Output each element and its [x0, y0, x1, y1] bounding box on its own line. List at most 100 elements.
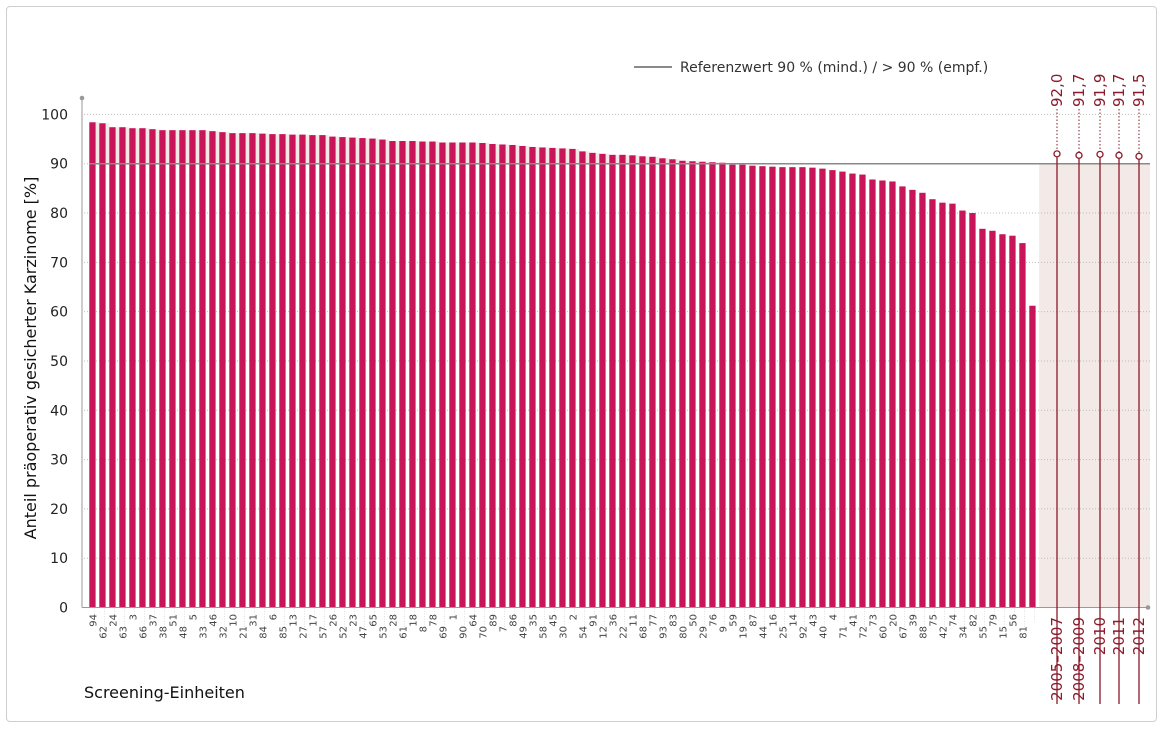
bar [659, 158, 666, 608]
x-tick-label: 79 [988, 614, 999, 627]
y-tick-label: 60 [50, 305, 68, 321]
year-tick-label: 2005–2007 [1048, 617, 1066, 701]
reference-band-layer [89, 122, 1150, 608]
bar [109, 127, 116, 608]
x-tick-label: 91 [588, 614, 599, 627]
x-tick-label: 45 [548, 614, 559, 627]
x-tick-label: 78 [428, 614, 439, 627]
year-value-label: 91,9 [1091, 74, 1109, 107]
x-tick-label: 19 [738, 626, 749, 639]
x-tick-label: 17 [308, 614, 319, 627]
x-tick-label: 67 [898, 626, 909, 639]
x-tick-label: 70 [478, 626, 489, 639]
year-point [1115, 151, 1123, 159]
x-tick-label: 73 [868, 614, 879, 627]
bar [949, 203, 956, 608]
y-tick-label: 20 [50, 502, 68, 518]
bar [869, 179, 876, 608]
bar [599, 153, 606, 608]
bar [239, 133, 246, 608]
x-tick-label: 40 [818, 626, 829, 639]
bar [979, 228, 986, 608]
bar [479, 142, 486, 608]
bar [419, 141, 426, 608]
x-tick-label: 65 [368, 614, 379, 627]
y-tick-label: 50 [50, 354, 68, 370]
bar [249, 133, 256, 608]
bar [789, 167, 796, 608]
x-tick-label: 82 [968, 614, 979, 627]
x-tick-label: 84 [258, 626, 269, 639]
bar-layer [89, 122, 1036, 608]
x-tick-label: 16 [768, 614, 779, 627]
bar [159, 130, 166, 608]
x-tick-label: 49 [518, 626, 529, 639]
bar [99, 123, 106, 608]
bar [609, 154, 616, 608]
bar [369, 138, 376, 608]
x-tick-label: 80 [678, 626, 689, 639]
year-value-label: 91,7 [1070, 74, 1088, 107]
bar [819, 168, 826, 608]
year-value-label: 92,0 [1048, 74, 1066, 107]
x-tick-label: 83 [668, 614, 679, 627]
bar [119, 127, 126, 608]
bar [129, 128, 136, 608]
bar [399, 141, 406, 608]
bar [259, 133, 266, 608]
x-tick-label: 20 [888, 614, 899, 627]
bar [749, 165, 756, 608]
x-tick-label: 7 [498, 626, 509, 632]
year-value-label: 91,5 [1130, 74, 1148, 107]
y-axis-end-dot [79, 95, 85, 101]
x-tick-label: 60 [878, 626, 889, 639]
x-tick-label: 27 [298, 626, 309, 639]
x-tick-label: 30 [558, 626, 569, 639]
x-tick-label: 28 [388, 614, 399, 627]
bar [269, 134, 276, 608]
bar [569, 148, 576, 608]
x-tick-label: 2 [568, 614, 579, 620]
x-tick-label: 5 [188, 614, 199, 620]
bar [229, 133, 236, 608]
x-axis-end-dot [1145, 605, 1151, 610]
y-tick-label: 40 [50, 403, 68, 419]
year-tick-label: 2012 [1130, 617, 1148, 655]
x-tick-label: 68 [638, 626, 649, 639]
bar [939, 202, 946, 608]
x-tick-label: 81 [1018, 626, 1029, 639]
x-tick-label: 12 [598, 626, 609, 639]
x-tick-label: 33 [198, 626, 209, 639]
bar [579, 151, 586, 608]
bar [1009, 235, 1016, 608]
x-tick-label: 10 [228, 614, 239, 627]
yearly-values-layer: 92,0 2005–2007 91,7 2008–2009 91,9 2010 91,7 20… [1048, 74, 1148, 704]
y-tick-label: 10 [50, 551, 68, 567]
bar [199, 130, 206, 608]
bar [349, 137, 356, 608]
x-tick-label: 64 [468, 614, 479, 627]
bar [709, 162, 716, 608]
x-tick-label: 89 [488, 614, 499, 627]
bar [999, 234, 1006, 608]
x-tick-label: 36 [608, 614, 619, 627]
bar [329, 136, 336, 608]
bar [1019, 243, 1026, 608]
y-tick-label: 30 [50, 453, 68, 469]
x-tick-label: 69 [438, 626, 449, 639]
x-tick-label: 14 [788, 614, 799, 627]
bar [549, 147, 556, 608]
year-point [1096, 150, 1104, 158]
bar [1029, 305, 1036, 608]
bar [839, 171, 846, 608]
x-tick-label: 61 [398, 626, 409, 639]
x-tick-label: 51 [168, 614, 179, 627]
bar [289, 134, 296, 608]
axis-layer: 0102030405060708090100946224633663738514… [41, 95, 1151, 639]
x-tick-label: 94 [88, 614, 99, 627]
bar [719, 162, 726, 608]
x-tick-label: 22 [618, 626, 629, 639]
bar [519, 145, 526, 608]
x-tick-label: 90 [458, 626, 469, 639]
year-point [1053, 150, 1061, 158]
